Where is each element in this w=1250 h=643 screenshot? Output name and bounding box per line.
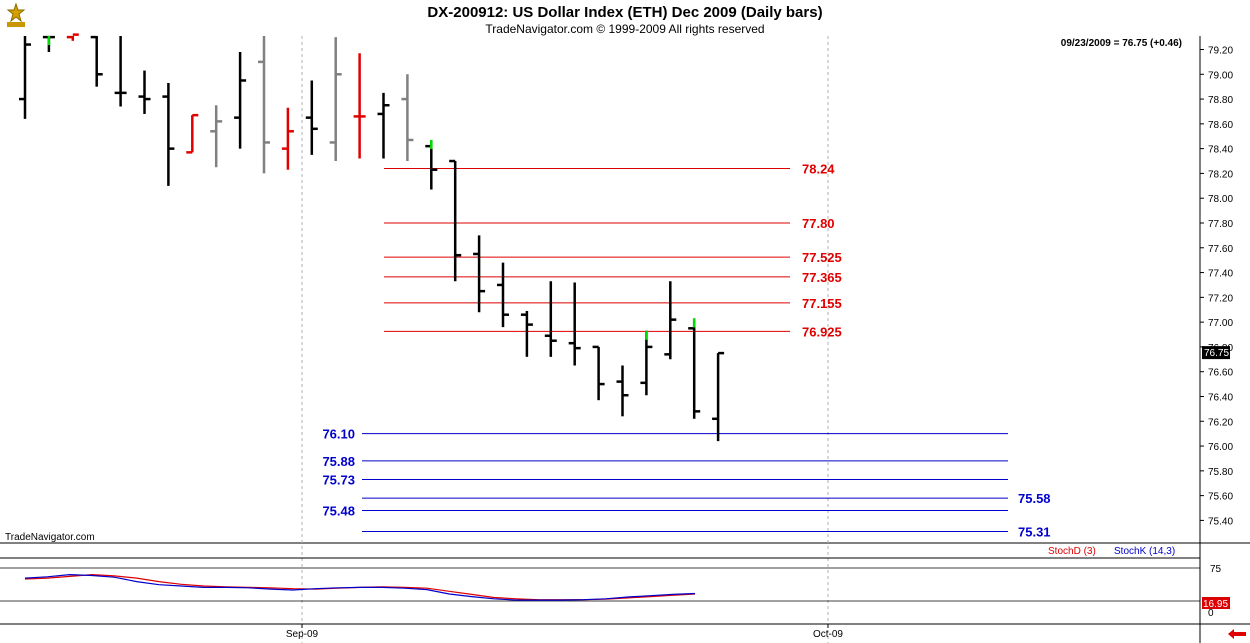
y-tick-label: 77.80 [1208, 219, 1233, 230]
ohlc-bar [138, 70, 151, 114]
ohlc-bar [210, 105, 223, 168]
ohlc-bar [281, 107, 294, 170]
ohlc-bar [377, 92, 390, 159]
stoch-d-legend: StochD (3) [1048, 546, 1096, 557]
chart-subtitle: TradeNavigator.com © 1999-2009 All right… [485, 22, 764, 36]
ohlc-bar [497, 262, 509, 328]
y-tick-label: 79.20 [1208, 46, 1233, 57]
support-label: 75.31 [1018, 525, 1051, 540]
ohlc-bar [664, 281, 677, 360]
y-tick-label: 75.60 [1208, 492, 1233, 503]
ohlc-bar [258, 36, 270, 174]
ohlc-bar [42, 35, 55, 52]
ohlc-bar [473, 235, 486, 313]
ohlc-bar [329, 37, 342, 162]
support-label: 75.48 [322, 503, 355, 518]
resistance-label: 77.525 [802, 250, 842, 265]
ohlc-bar [640, 330, 653, 396]
ohlc-bar [90, 35, 103, 87]
ohlc-bar [520, 310, 533, 357]
last-price-label: 76.75 [1204, 348, 1229, 359]
price-readout: 09/23/2009 = 76.75 (+0.46) [1061, 38, 1182, 49]
scroll-left-arrow-icon[interactable] [1224, 628, 1248, 641]
ohlc-bar [186, 113, 199, 154]
ohlc-bar [401, 74, 414, 162]
ohlc-bar [568, 282, 581, 366]
ohlc-bar [114, 36, 127, 107]
chart-title: DX-200912: US Dollar Index (ETH) Dec 200… [427, 4, 822, 21]
price-panel: 79.20 79.00 78.80 78.60 78.40 78.20 78.00 77.80… [0, 33, 1250, 643]
ohlc-bar [712, 351, 725, 442]
ohlc-bar [592, 345, 605, 401]
resistance-label: 78.24 [802, 161, 835, 176]
ohlc-bar [234, 51, 247, 149]
support-label: 75.73 [322, 473, 355, 488]
y-tick-label: 75.80 [1208, 467, 1233, 478]
x-tick-label: Sep-09 [286, 629, 319, 640]
y-tick-label: 79.00 [1208, 70, 1233, 81]
price-y-axis: 79.20 79.00 78.80 78.60 78.40 78.20 78.00 77.80… [1200, 46, 1233, 527]
y-tick-label: 76.00 [1208, 442, 1233, 453]
y-tick-label: 78.00 [1208, 194, 1233, 205]
ohlc-bar [305, 80, 318, 155]
support-resistance-levels: 78.24 77.80 77.525 77.365 77.155 76.925 76.10 7… [322, 161, 1050, 539]
y-tick-label: 78.60 [1208, 120, 1233, 131]
ohlc-bar [353, 53, 366, 159]
y-tick-label: 76.40 [1208, 392, 1233, 403]
stochastic-panel: StochD (3) StochK (14,3) 75 0 16.95 [0, 546, 1250, 625]
y-tick-label: 77.60 [1208, 244, 1233, 255]
resistance-label: 77.365 [802, 270, 842, 285]
support-label: 75.58 [1018, 491, 1051, 506]
y-tick-label: 78.20 [1208, 169, 1233, 180]
app-logo-icon[interactable] [2, 2, 30, 30]
y-tick-label: 78.80 [1208, 95, 1233, 106]
ohlc-bar [449, 159, 462, 282]
ohlc-bar [616, 365, 629, 417]
stoch-value-tag: 16.95 [1202, 597, 1230, 610]
y-tick-label: 78.40 [1208, 145, 1233, 156]
stoch-0-label: 0 [1208, 608, 1214, 619]
stoch-75-label: 75 [1210, 564, 1222, 575]
ohlc-bar [688, 318, 701, 419]
ohlc-bar [66, 33, 79, 41]
y-tick-label: 77.40 [1208, 269, 1233, 280]
support-label: 75.88 [322, 454, 355, 469]
ohlc-bar [162, 82, 175, 186]
ohlc-bars [19, 33, 725, 442]
resistance-label: 77.80 [802, 216, 835, 231]
date-x-axis: Sep-09 Oct-09 [286, 624, 843, 640]
y-tick-label: 76.20 [1208, 417, 1233, 428]
stoch-k-legend: StochK (14,3) [1114, 546, 1175, 557]
resistance-label: 77.155 [802, 296, 842, 311]
stoch-lines [24, 573, 696, 601]
x-tick-label: Oct-09 [813, 629, 843, 640]
y-tick-label: 77.00 [1208, 318, 1233, 329]
watermark: TradeNavigator.com [5, 532, 95, 543]
y-tick-label: 76.60 [1208, 368, 1233, 379]
ohlc-bar [544, 281, 557, 357]
ohlc-bar [19, 36, 31, 119]
stoch-value-label: 16.95 [1203, 599, 1228, 610]
last-price-tag: 76.75 [1202, 346, 1230, 360]
stoch-k-line [24, 573, 696, 601]
y-tick-label: 75.40 [1208, 516, 1233, 527]
y-tick-label: 77.20 [1208, 293, 1233, 304]
support-label: 76.10 [322, 427, 355, 442]
resistance-label: 76.925 [802, 324, 842, 339]
ohlc-bar [425, 139, 438, 190]
